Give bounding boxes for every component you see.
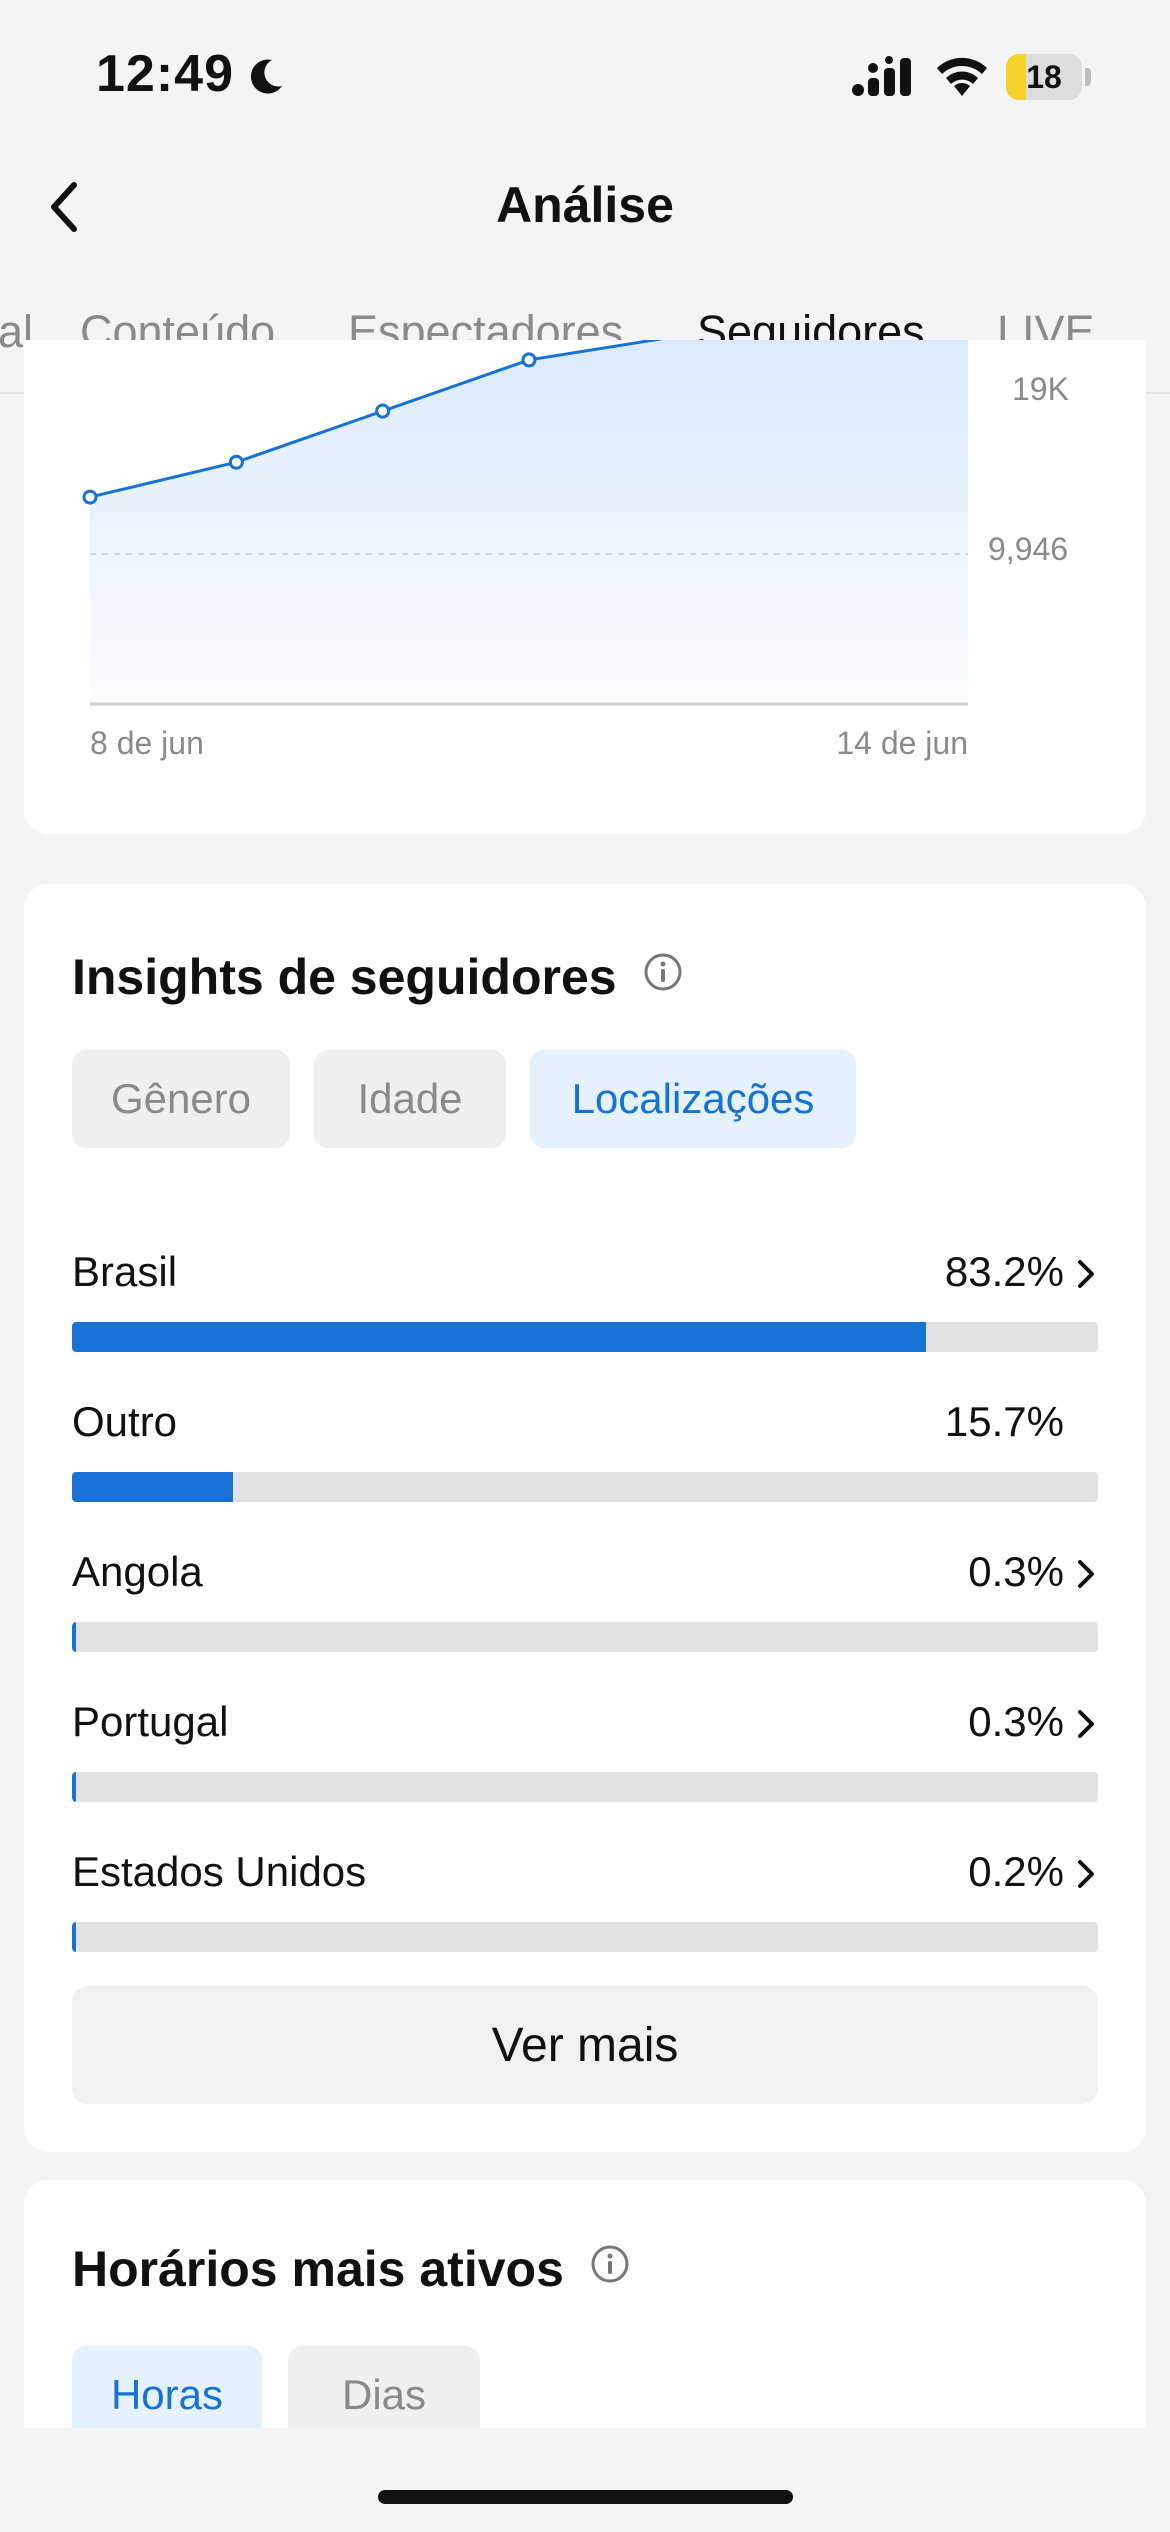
cellular-signal-icon: [852, 56, 911, 96]
follower-insights-card: Insights de seguidores Gênero Idade Loca…: [24, 884, 1146, 2152]
location-bar-fill: [72, 1922, 76, 1952]
location-bar-fill: [72, 1622, 76, 1652]
location-name: Outro: [72, 1398, 178, 1445]
chart-point[interactable]: [82, 489, 98, 505]
location-percent: 15.7%: [944, 1398, 1064, 1445]
location-percent: 83.2%: [944, 1248, 1064, 1295]
wifi-icon: [937, 57, 987, 96]
back-button[interactable]: [40, 172, 88, 242]
battery-level: 18: [1026, 59, 1062, 95]
location-row[interactable]: Estados Unidos 0.2%: [72, 1848, 1098, 1958]
location-bar-track: [72, 1472, 1098, 1502]
followers-chart: 9,946 19K 8 de jun 14 de jun: [82, 340, 1069, 761]
battery-indicator: 18: [1006, 54, 1091, 100]
location-bar-fill: [72, 1472, 234, 1502]
chevron-right-icon[interactable]: [1074, 1256, 1098, 1292]
chip-locations[interactable]: Localizações: [530, 1050, 856, 1148]
moon-icon: [250, 59, 282, 94]
chevron-left-icon: [51, 182, 77, 232]
x-tick-label-end: 14 de jun: [836, 725, 968, 761]
followers-chart-card: 9,946 19K 8 de jun 14 de jun: [24, 340, 1146, 834]
see-more-button[interactable]: Ver mais: [72, 1986, 1098, 2104]
chip-hours[interactable]: Horas: [72, 2346, 262, 2444]
location-bar-track: [72, 1922, 1098, 1952]
x-tick-label-start: 8 de jun: [90, 725, 204, 761]
info-icon[interactable]: [643, 952, 683, 992]
location-name: Angola: [72, 1548, 203, 1595]
location-bar-track: [72, 1772, 1098, 1802]
status-bar: 12:49 18: [0, 0, 1170, 150]
info-icon[interactable]: [590, 2244, 630, 2284]
chip-gender[interactable]: Gênero: [72, 1050, 290, 1148]
chevron-right-icon[interactable]: [1074, 1856, 1098, 1892]
home-indicator[interactable]: [378, 2490, 793, 2504]
location-bar-track: [72, 1322, 1098, 1352]
chip-days[interactable]: Dias: [288, 2346, 480, 2444]
y-tick-label-low: 9,946: [988, 531, 1068, 567]
location-percent: 0.2%: [968, 1848, 1064, 1895]
status-time: 12:49: [96, 45, 234, 103]
location-row: Outro 15.7%: [72, 1398, 1098, 1508]
chip-age[interactable]: Idade: [314, 1050, 506, 1148]
location-bar-fill: [72, 1772, 76, 1802]
location-percent: 0.3%: [968, 1698, 1064, 1745]
page-title: Análise: [496, 177, 674, 233]
chart-point[interactable]: [521, 352, 537, 368]
location-row[interactable]: Portugal 0.3%: [72, 1698, 1098, 1808]
location-name: Estados Unidos: [72, 1848, 367, 1895]
insights-title: Insights de seguidores: [72, 949, 617, 1005]
active-times-title: Horários mais ativos: [72, 2241, 564, 2297]
chevron-right-icon[interactable]: [1074, 1556, 1098, 1592]
location-percent: 0.3%: [968, 1548, 1064, 1595]
location-name: Brasil: [72, 1248, 178, 1295]
location-name: Portugal: [72, 1698, 229, 1745]
chart-point[interactable]: [228, 454, 244, 470]
y-tick-label-high: 19K: [1012, 371, 1069, 407]
location-bar-fill: [72, 1322, 926, 1352]
chevron-right-icon[interactable]: [1074, 1706, 1098, 1742]
location-row[interactable]: Angola 0.3%: [72, 1548, 1098, 1658]
chart-point[interactable]: [375, 403, 391, 419]
chart-area: [90, 340, 968, 704]
location-bar-track: [72, 1622, 1098, 1652]
location-row[interactable]: Brasil 83.2%: [72, 1248, 1098, 1358]
